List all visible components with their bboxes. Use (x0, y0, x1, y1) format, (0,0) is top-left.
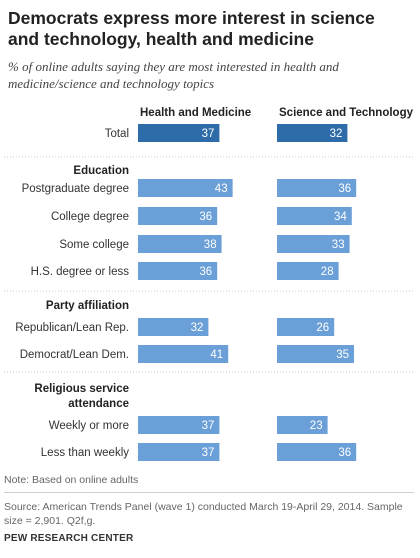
bar-value-health-and-medicine-college-degree: 36 (199, 211, 212, 223)
bar-value-science-and-technology-weekly-or-more: 23 (310, 420, 323, 432)
category-label-h-s-degree-or-less: H.S. degree or less (31, 266, 130, 278)
bar-health-and-medicine-less-than-weekly (138, 443, 220, 461)
bar-science-and-technology-less-than-weekly (277, 443, 357, 461)
bar-value-science-and-technology-less-than-weekly: 36 (338, 447, 351, 459)
series-header-science-and-technology: Science and Technology (279, 107, 414, 119)
category-label-less-than-weekly: Less than weekly (41, 447, 129, 459)
category-label-weekly-or-more: Weekly or more (49, 420, 129, 432)
bar-value-science-and-technology-college-degree: 34 (334, 211, 347, 223)
bar-health-and-medicine-some-college (138, 235, 222, 253)
category-label-college-degree: College degree (51, 211, 129, 223)
bar-chart: Health and Medicine Science and Technolog… (4, 107, 414, 461)
category-label-total: Total (105, 128, 129, 140)
bar-science-and-technology-republican-lean-rep (277, 318, 335, 336)
category-label-postgraduate-degree: Postgraduate degree (22, 183, 129, 195)
bar-value-health-and-medicine-republican-lean-rep: 32 (191, 322, 204, 334)
bar-health-and-medicine-h-s-degree-or-less (138, 262, 218, 280)
bar-science-and-technology-college-degree (277, 207, 352, 225)
bar-science-and-technology-some-college (277, 235, 350, 253)
category-label-some-college: Some college (59, 239, 129, 251)
bar-science-and-technology-postgraduate-degree (277, 179, 357, 197)
bar-value-science-and-technology-republican-lean-rep: 26 (316, 322, 329, 334)
chart-title: Democrats express more interest in scien… (8, 8, 375, 49)
category-label-republican-lean-rep: Republican/Lean Rep. (15, 322, 129, 334)
bar-value-health-and-medicine-postgraduate-degree: 43 (215, 183, 228, 195)
bar-health-and-medicine-college-degree (138, 207, 218, 225)
group-heading-religious-line1: Religious service (34, 383, 129, 395)
bar-value-health-and-medicine-total: 37 (202, 128, 215, 140)
bar-value-science-and-technology-total: 32 (330, 128, 343, 140)
bar-health-and-medicine-postgraduate-degree (138, 179, 233, 197)
bar-health-and-medicine-democrat-lean-dem (138, 345, 229, 363)
category-label-democrat-lean-dem: Democrat/Lean Dem. (20, 349, 129, 361)
footer-divider (4, 492, 414, 493)
chart-source: Source: American Trends Panel (wave 1) c… (4, 501, 403, 527)
series-header-health-and-medicine: Health and Medicine (140, 107, 251, 119)
bar-value-health-and-medicine-h-s-degree-or-less: 36 (199, 266, 212, 278)
bar-value-science-and-technology-h-s-degree-or-less: 28 (321, 266, 334, 278)
bar-science-and-technology-total (277, 124, 348, 142)
bar-health-and-medicine-weekly-or-more (138, 416, 220, 434)
bar-value-science-and-technology-postgraduate-degree: 36 (338, 183, 351, 195)
bar-value-science-and-technology-some-college: 33 (332, 239, 345, 251)
bar-value-health-and-medicine-less-than-weekly: 37 (202, 447, 215, 459)
bar-value-health-and-medicine-weekly-or-more: 37 (202, 420, 215, 432)
organization-name: PEW RESEARCH CENTER (4, 533, 134, 544)
group-heading-education: Education (73, 165, 129, 177)
bar-science-and-technology-democrat-lean-dem (277, 345, 354, 363)
bar-value-health-and-medicine-democrat-lean-dem: 41 (210, 349, 223, 361)
bar-health-and-medicine-total (138, 124, 220, 142)
bar-health-and-medicine-republican-lean-rep (138, 318, 209, 336)
chart-note: Note: Based on online adults (4, 474, 139, 486)
bar-science-and-technology-h-s-degree-or-less (277, 262, 339, 280)
bar-value-science-and-technology-democrat-lean-dem: 35 (336, 349, 349, 361)
chart-subtitle: % of online adults saying they are most … (8, 59, 339, 91)
bar-science-and-technology-weekly-or-more (277, 416, 328, 434)
group-heading-party-affiliation: Party affiliation (46, 300, 129, 312)
group-heading-religious-line2: attendance (68, 398, 129, 410)
bar-value-health-and-medicine-some-college: 38 (204, 239, 217, 251)
